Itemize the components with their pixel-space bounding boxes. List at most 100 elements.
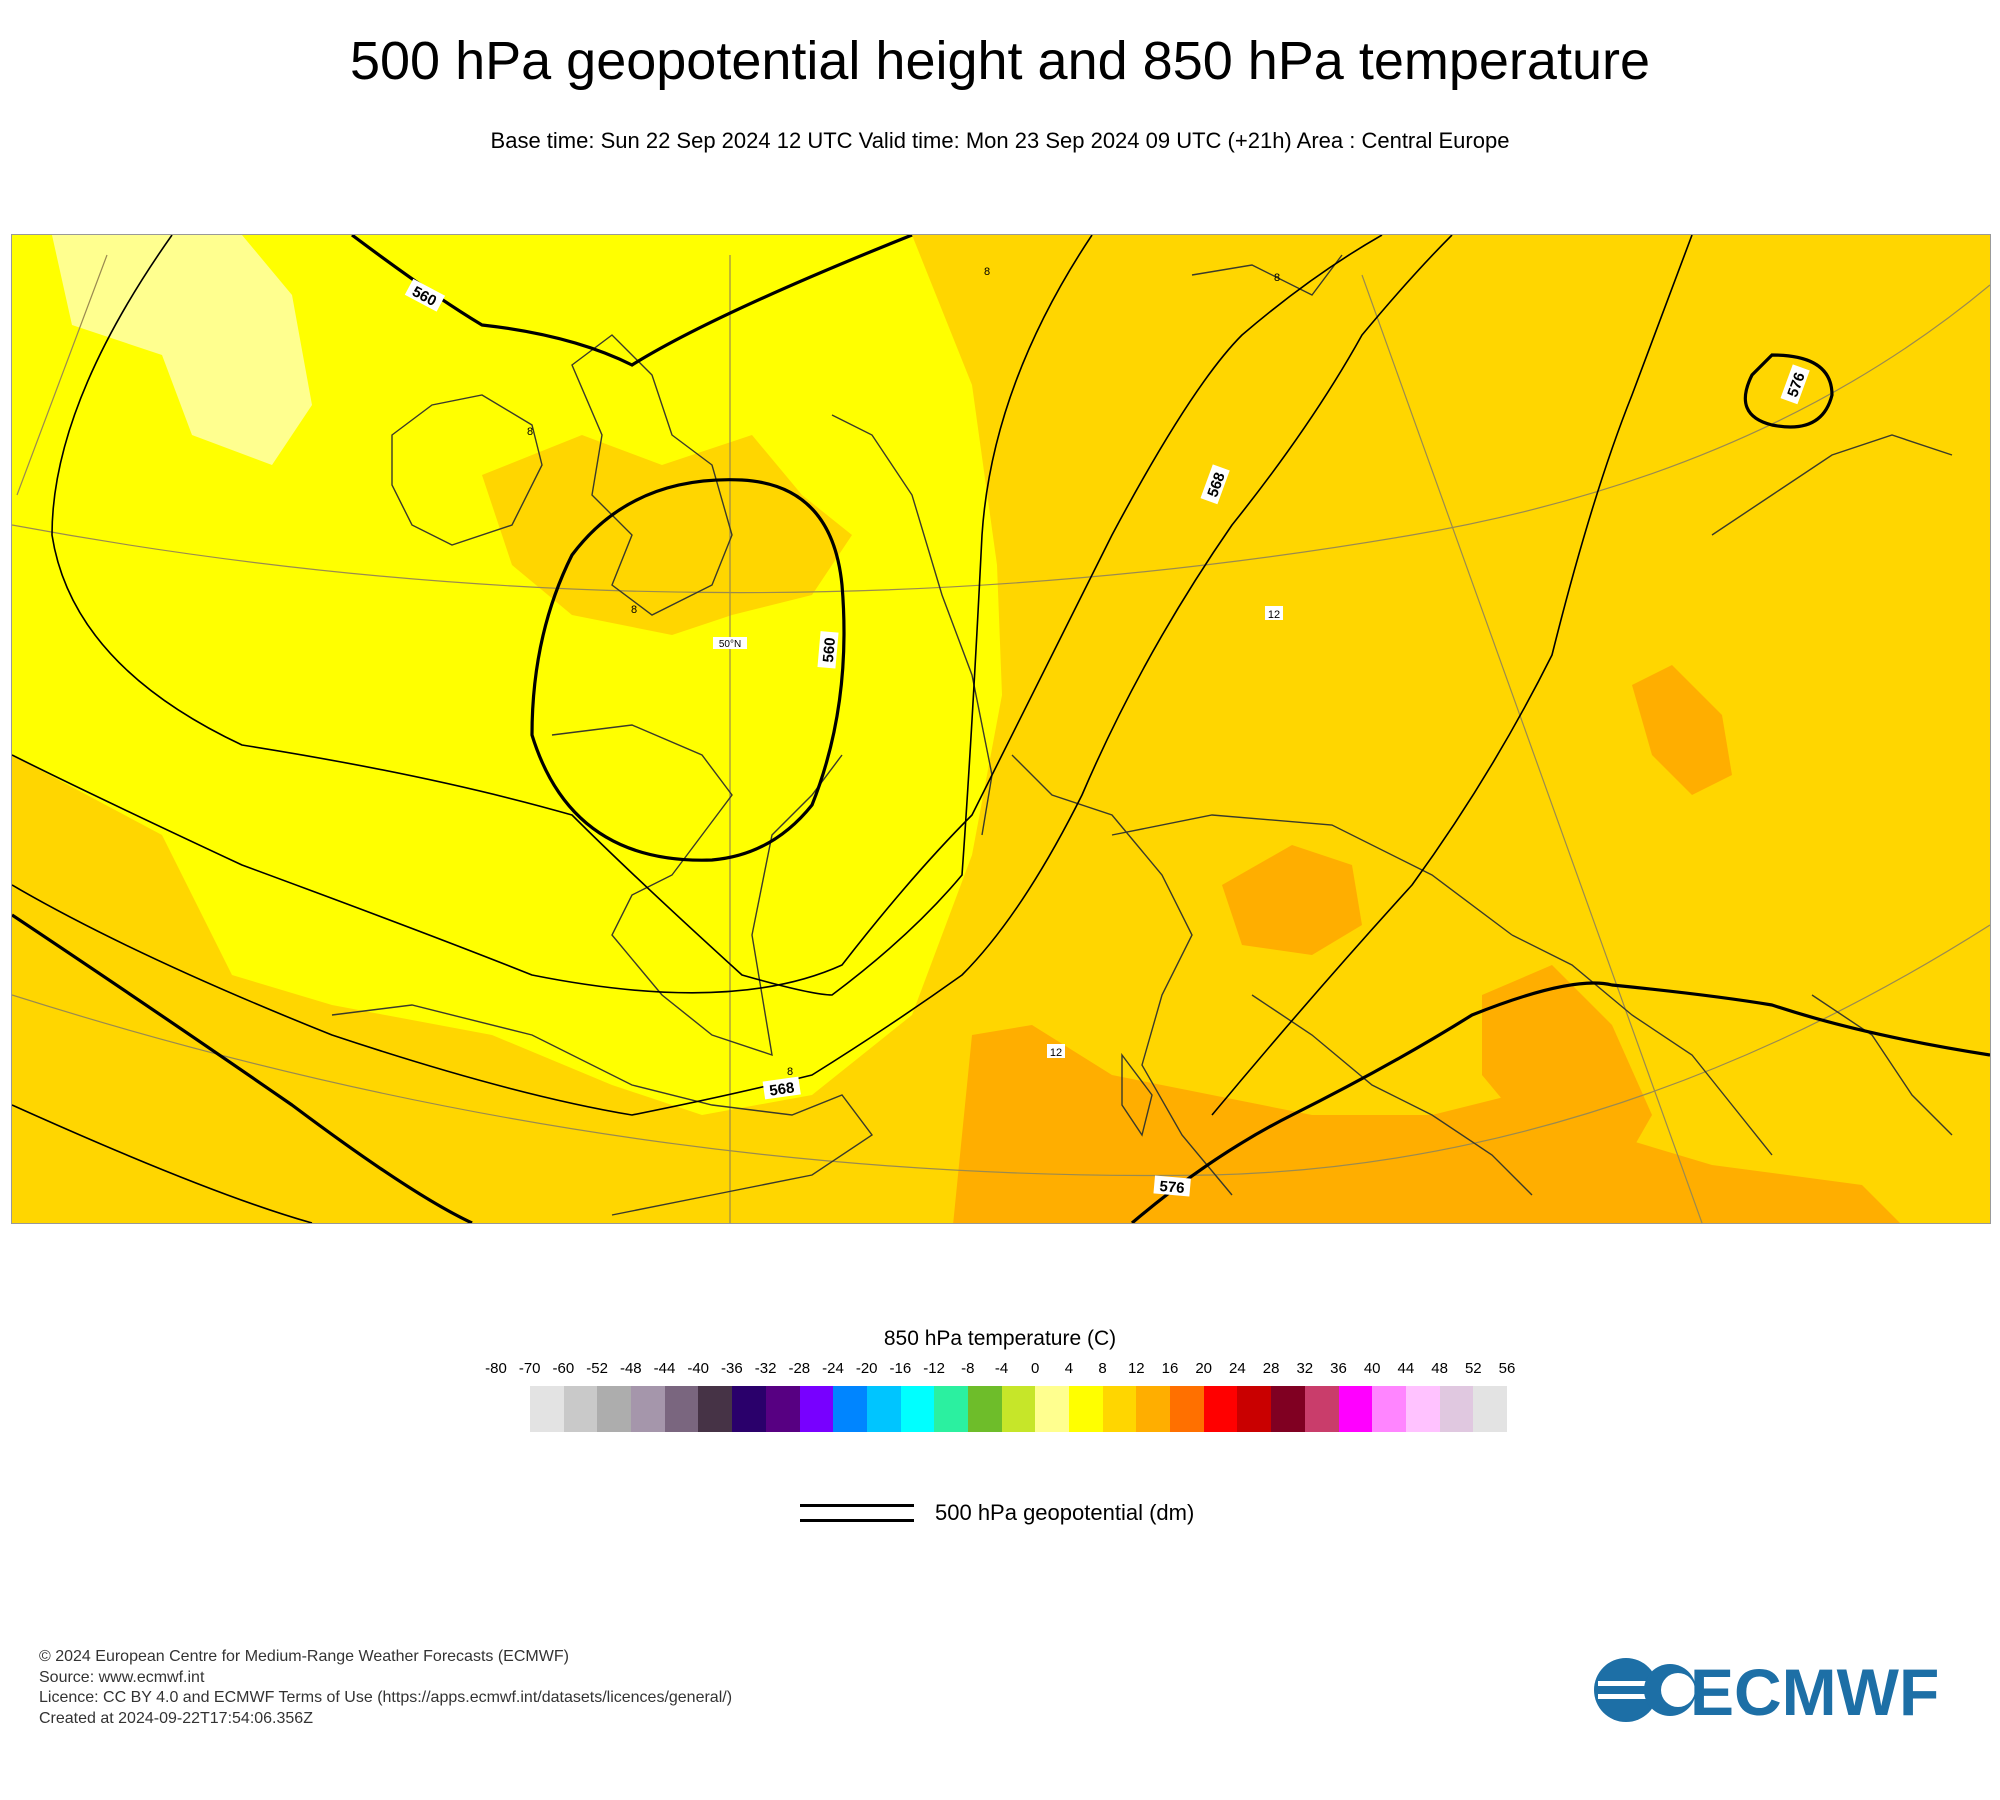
colorbar-tick-label: 0 [1031,1360,1040,1377]
contour-576 [1130,981,1990,1223]
colorbar-swatch [1439,1386,1474,1432]
field-12-16-germany [1222,845,1362,955]
colorbar-swatch [597,1386,632,1432]
field-12-16-med [953,1025,1900,1223]
colorbar-title: 850 hPa temperature (C) [883,1327,1117,1350]
contour-572 [1211,235,1693,1116]
temp-label: 8 [1274,272,1280,284]
meridian-20e [1361,274,1703,1223]
colorbar-swatch [1473,1386,1507,1432]
colorbar-tick-label: -80 [485,1360,507,1377]
footer-copyright: © 2024 European Centre for Medium-Range … [39,1648,569,1665]
colorbar-tick-label: 8 [1098,1360,1107,1377]
map-svg: 560 560 568 568 576 576 8 8 8 8 8 12 12 … [12,235,1990,1223]
contour-560-closed [530,478,846,862]
colorbar-swatch [799,1386,834,1432]
colorbar-swatch [530,1386,564,1432]
colorbar-tick-label: 28 [1262,1360,1280,1377]
colorbar-swatch [1170,1386,1204,1432]
colorbar-tick-label: 36 [1330,1360,1347,1377]
footer: © 2024 European Centre for Medium-Range … [39,1647,732,1729]
footer-licence: Licence: CC BY 4.0 and ECMWF Terms of Us… [39,1689,733,1706]
colorbar-tick-label: 24 [1229,1360,1246,1377]
contour-568-b [12,235,1453,1116]
latitude-label: 50°N [719,639,741,650]
footer-created: Created at 2024-09-22T17:54:06.356Z [39,1709,313,1727]
colorbar-swatch [698,1386,733,1432]
colorbar-swatch [1372,1386,1406,1432]
latitude-line-40n [12,924,1990,1177]
meridian-west [16,254,108,496]
colorbar-swatch [934,1386,968,1432]
footer-source: Source: www.ecmwf.int [39,1668,205,1686]
colorbar-swatch [1304,1386,1339,1432]
weather-map[interactable]: 560 560 568 568 576 576 8 8 8 8 8 12 12 … [11,234,1991,1224]
legend-line-top [800,1504,914,1507]
field-12-16-east [1632,665,1732,795]
latitude-line-50n [12,284,1990,594]
colorbar-tick-label: -24 [822,1360,844,1377]
logo-globe-icon [1594,1658,1658,1722]
contour-label: 576 [1159,1178,1185,1197]
colorbar-swatch [1035,1386,1069,1432]
colorbar-swatch [1136,1386,1171,1432]
colorbar-swatch [1271,1386,1305,1432]
colorbar-tick-label: 48 [1431,1360,1448,1377]
colorbar-swatch [1102,1386,1137,1432]
colorbar-swatch [866,1386,901,1432]
colorbar-swatch [1237,1386,1272,1432]
colorbar-tick-label: 44 [1397,1360,1415,1377]
chart-title: 500 hPa geopotential height and 850 hPa … [349,31,1650,91]
colorbar-swatch [732,1386,766,1432]
chart-subtitle: Base time: Sun 22 Sep 2024 12 UTC Valid … [490,128,1510,153]
field-below-4 [52,235,312,465]
colorbar-tick-label: -44 [653,1360,676,1377]
colorbar-tick-label: 20 [1195,1360,1213,1377]
colorbar-tick-labels: -80 -70 -60 -52 -48 -44 -40 -36 -32 -28 -24 -20 -16-… [0,1360,2000,1382]
colorbar-swatch [631,1386,665,1432]
field-4-8-uk [482,435,852,635]
colorbar-tick-label: -4 [994,1360,1009,1377]
colorbar-swatch [1405,1386,1440,1432]
colorbar-tick-label: 4 [1064,1360,1074,1377]
field-12-16-balkans [1482,965,1652,1185]
colorbar-tick-label: -8 [961,1360,975,1377]
contour-572-sw [12,913,473,1223]
colorbar-swatch [1203,1386,1238,1432]
colorbar [530,1386,1507,1432]
contour-labels: 560 560 568 568 576 576 [404,278,1810,1197]
colorbar-swatch [1338,1386,1373,1432]
colorbar-swatch [765,1386,800,1432]
contour-576-closed [1743,353,1834,429]
temp-label: 8 [527,426,533,438]
colorbar-tick-label: 12 [1127,1360,1145,1377]
colorbar-tick-label: -52 [586,1360,608,1377]
temperature-labels: 8 8 8 8 8 12 12 [527,266,1283,1078]
temp-label: 8 [631,604,637,616]
logo-text: ECMWF [1690,1655,1939,1725]
colorbar-swatch [900,1386,935,1432]
colorbar-swatch [664,1386,699,1432]
temp-label: 12 [1268,609,1280,621]
colorbar-swatch [563,1386,598,1432]
colorbar-tick-label: -16 [889,1360,912,1377]
temp-label: 12 [1050,1047,1062,1059]
colorbar-tick-label: 56 [1498,1360,1516,1377]
legend-label: 500 hPa geopotential (dm) [935,1500,1195,1525]
ecmwf-logo[interactable]: ECMWF [1590,1655,1970,1725]
coastlines [331,254,1953,1216]
colorbar-tick-label: -36 [721,1360,743,1377]
colorbar-tick-label: -40 [687,1360,710,1377]
colorbar-tick-label: 32 [1296,1360,1314,1377]
temp-label: 8 [984,266,990,278]
colorbar-tick-label: -70 [518,1360,541,1377]
contour-568 [12,235,1383,994]
colorbar-swatch [833,1386,867,1432]
contour-label: 560 [820,637,839,663]
colorbar-tick-label: -28 [788,1360,811,1377]
colorbar-swatch [967,1386,1002,1432]
colorbar-tick-label: 40 [1363,1360,1381,1377]
colorbar-tick-label: 52 [1464,1360,1482,1377]
colorbar-tick-label: -32 [754,1360,777,1377]
colorbar-tick-label: -12 [923,1360,945,1377]
